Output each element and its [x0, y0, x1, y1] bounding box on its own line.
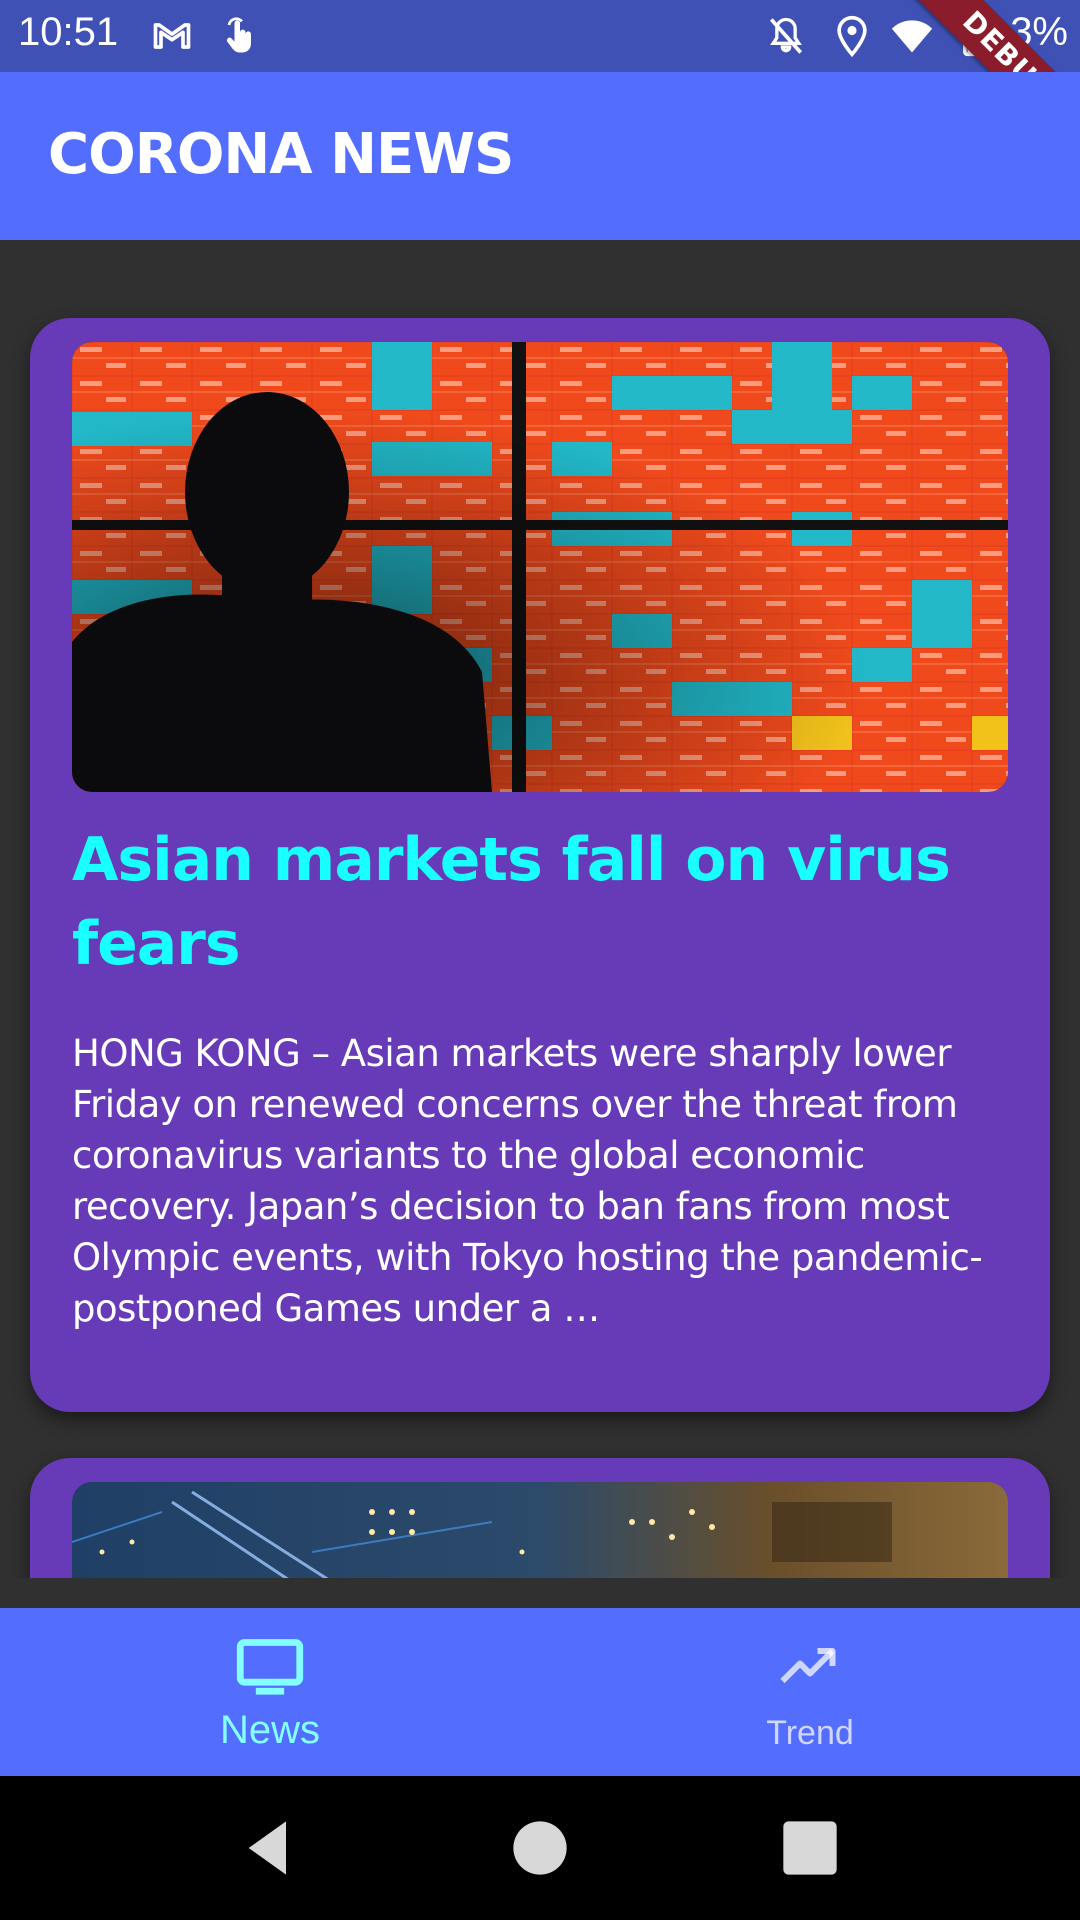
- status-time: 10:51: [18, 10, 119, 54]
- nav-label-trend: Trend: [766, 1714, 854, 1752]
- nav-item-trend[interactable]: Trend: [540, 1608, 1080, 1776]
- article-summary: HONG KONG – Asian markets were sharply l…: [72, 1032, 983, 1330]
- tv-icon: [236, 1639, 304, 1695]
- news-card[interactable]: Asian markets fall on virus fears HONG K…: [30, 318, 1050, 1412]
- nav-item-news[interactable]: News: [0, 1608, 540, 1776]
- article-image: [72, 342, 1008, 792]
- article-title[interactable]: Asian markets fall on virus fears: [72, 825, 951, 979]
- bottom-navigation: News Trend: [0, 1608, 1080, 1776]
- touch-icon: [226, 17, 251, 53]
- trending-up-icon: [780, 1648, 836, 1684]
- gmail-icon: [153, 23, 191, 49]
- nav-label-news: News: [219, 1708, 321, 1752]
- stock-market-board-photo: [72, 342, 1008, 792]
- recents-icon[interactable]: [778, 1816, 842, 1880]
- news-feed[interactable]: Asian markets fall on virus fears HONG K…: [0, 240, 1080, 1578]
- app-title: CORONA NEWS: [48, 122, 514, 187]
- wifi-icon: [891, 20, 933, 53]
- news-card[interactable]: [30, 1458, 1050, 1578]
- system-navigation-bar: [0, 1776, 1080, 1920]
- home-icon[interactable]: [508, 1816, 572, 1880]
- notifications-off-icon: [769, 17, 803, 54]
- status-bar: 10:51 3%: [0, 0, 1080, 72]
- location-icon: [837, 15, 867, 58]
- circuit-board-photo: [72, 1482, 1008, 1578]
- back-icon[interactable]: [238, 1816, 302, 1880]
- app-bar: CORONA NEWS: [0, 72, 1080, 240]
- article-image: [72, 1482, 1008, 1578]
